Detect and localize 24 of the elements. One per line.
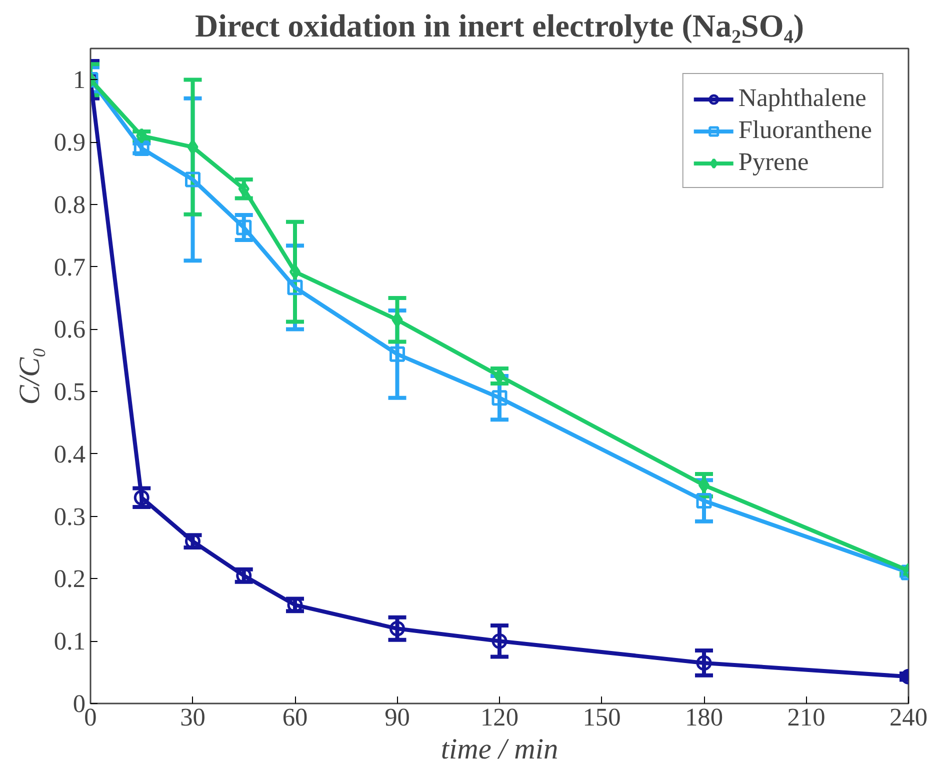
y-tick-label: 0.1 bbox=[54, 628, 86, 656]
x-tick-label: 60 bbox=[282, 704, 308, 732]
x-tick-label: 180 bbox=[685, 704, 724, 732]
y-tick-label: 0.4 bbox=[54, 440, 86, 468]
legend-label: Fluoranthene bbox=[738, 116, 872, 145]
chart-title: Direct oxidation in inert electrolyte (Na₂SO₄) bbox=[195, 8, 804, 44]
y-tick-label: 1 bbox=[72, 66, 86, 94]
x-tick-label: 240 bbox=[890, 704, 928, 732]
x-tick-label: 120 bbox=[480, 704, 519, 732]
x-tick-label: 90 bbox=[384, 704, 410, 732]
y-tick-label: 0.8 bbox=[54, 190, 86, 219]
y-tick-label: 0.2 bbox=[54, 565, 86, 594]
x-tick-label: 210 bbox=[787, 704, 826, 732]
y-tick-label: 0.6 bbox=[54, 316, 86, 344]
y-axis-title: C/C₀ bbox=[14, 347, 46, 405]
x-tick-label: 150 bbox=[582, 704, 621, 732]
legend-label: Naphthalene bbox=[738, 84, 866, 113]
y-tick-label: 0.5 bbox=[54, 378, 86, 406]
x-axis-title: time / min bbox=[440, 734, 558, 766]
y-tick-label: 0.3 bbox=[54, 502, 86, 531]
legend-label: Pyrene bbox=[738, 148, 809, 177]
y-tick-label: 0.9 bbox=[54, 128, 86, 157]
x-tick-label: 30 bbox=[180, 704, 206, 732]
y-tick-label: 0.7 bbox=[54, 253, 86, 282]
